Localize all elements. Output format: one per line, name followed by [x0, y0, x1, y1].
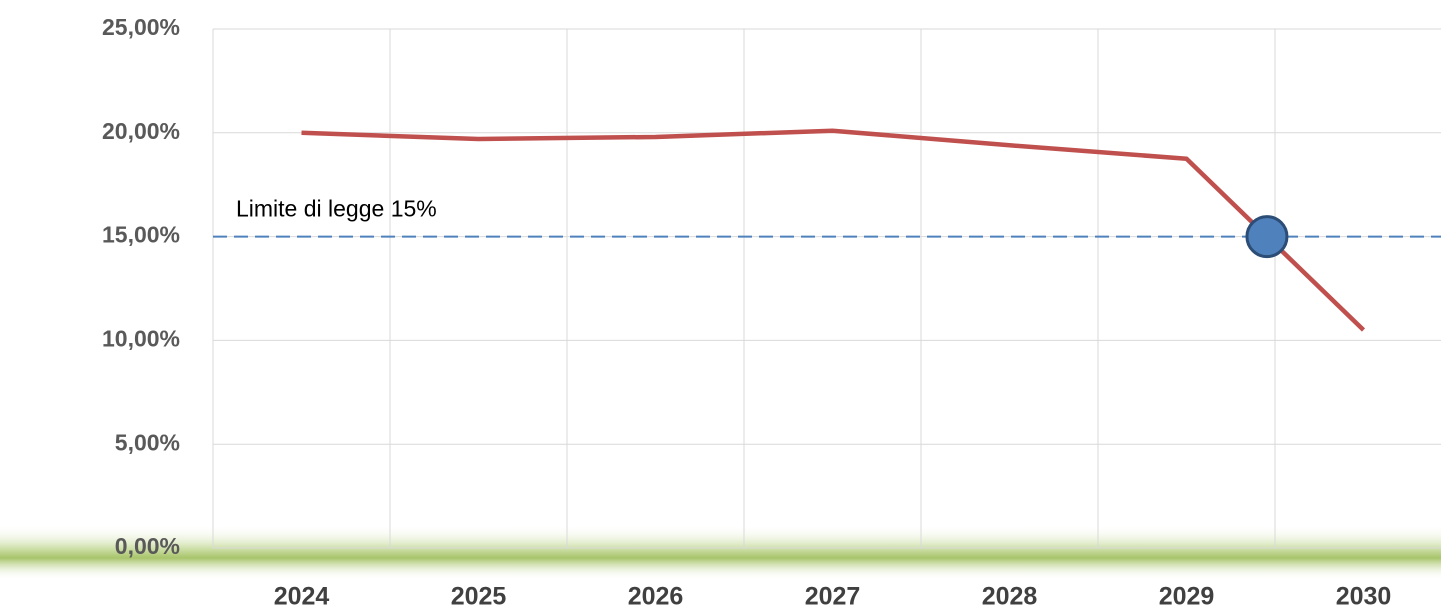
series-line — [301, 128, 1366, 332]
decor-band — [0, 525, 1441, 580]
threshold-label: Limite di legge 15% — [236, 196, 437, 222]
x-tick-label: 2025 — [451, 583, 507, 610]
x-tick-label: 2030 — [1336, 583, 1392, 610]
x-tick-label: 2027 — [805, 583, 861, 610]
x-tick-label: 2026 — [628, 583, 684, 610]
threshold-crossing — [1245, 215, 1289, 259]
x-tick-label: 2028 — [982, 583, 1038, 610]
y-tick-label: 20,00% — [102, 118, 180, 144]
y-tick-label: 15,00% — [102, 222, 180, 248]
x-tick-label: 2029 — [1159, 583, 1215, 610]
y-tick-label: 10,00% — [102, 325, 180, 351]
x-tick-label: 2024 — [274, 583, 330, 610]
y-tick-label: 5,00% — [115, 429, 180, 455]
y-tick-label: 25,00% — [102, 14, 180, 40]
y-tick-label: 0,00% — [115, 533, 180, 559]
